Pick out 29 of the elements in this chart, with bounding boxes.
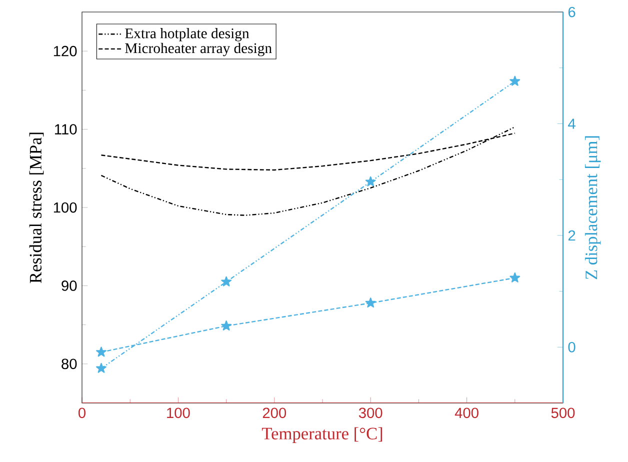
point (365, 298, 376, 308)
point (510, 76, 520, 86)
x-tick-label: 300 (358, 408, 382, 418)
y-tick-label: 100 (54, 202, 77, 213)
point (221, 320, 232, 330)
y-tick-label: 120 (54, 46, 77, 56)
y-tick-label: 90 (62, 280, 77, 291)
point (96, 362, 106, 373)
y-axis-title: Residual stress [MPa] (29, 132, 44, 284)
point (365, 176, 376, 186)
x-axis-title: Temperature [°C] (262, 427, 382, 443)
x-tick-label: 0 (78, 408, 86, 418)
y-tick-label: 110 (55, 124, 77, 134)
x-tick-label: 500 (551, 408, 575, 418)
point (221, 276, 232, 286)
y2-tick-label: 2 (568, 230, 576, 241)
x-tick-label: 200 (262, 408, 286, 418)
line-series (100, 126, 516, 216)
point (96, 346, 106, 357)
y-tick-label: 80 (62, 358, 77, 370)
x-tick-label: 100 (167, 408, 190, 418)
legend-label: Microheater array design (125, 42, 272, 56)
y2-tick-label: 4 (568, 118, 576, 129)
y2-tick-label: 6 (568, 6, 576, 18)
legend-label: Extra hotplate design (125, 28, 250, 42)
x-tick-label: 400 (454, 408, 478, 418)
y2-tick-label: 0 (568, 342, 576, 352)
point (510, 272, 520, 282)
y2-axis-title: Z displacement [μm] (585, 136, 601, 280)
